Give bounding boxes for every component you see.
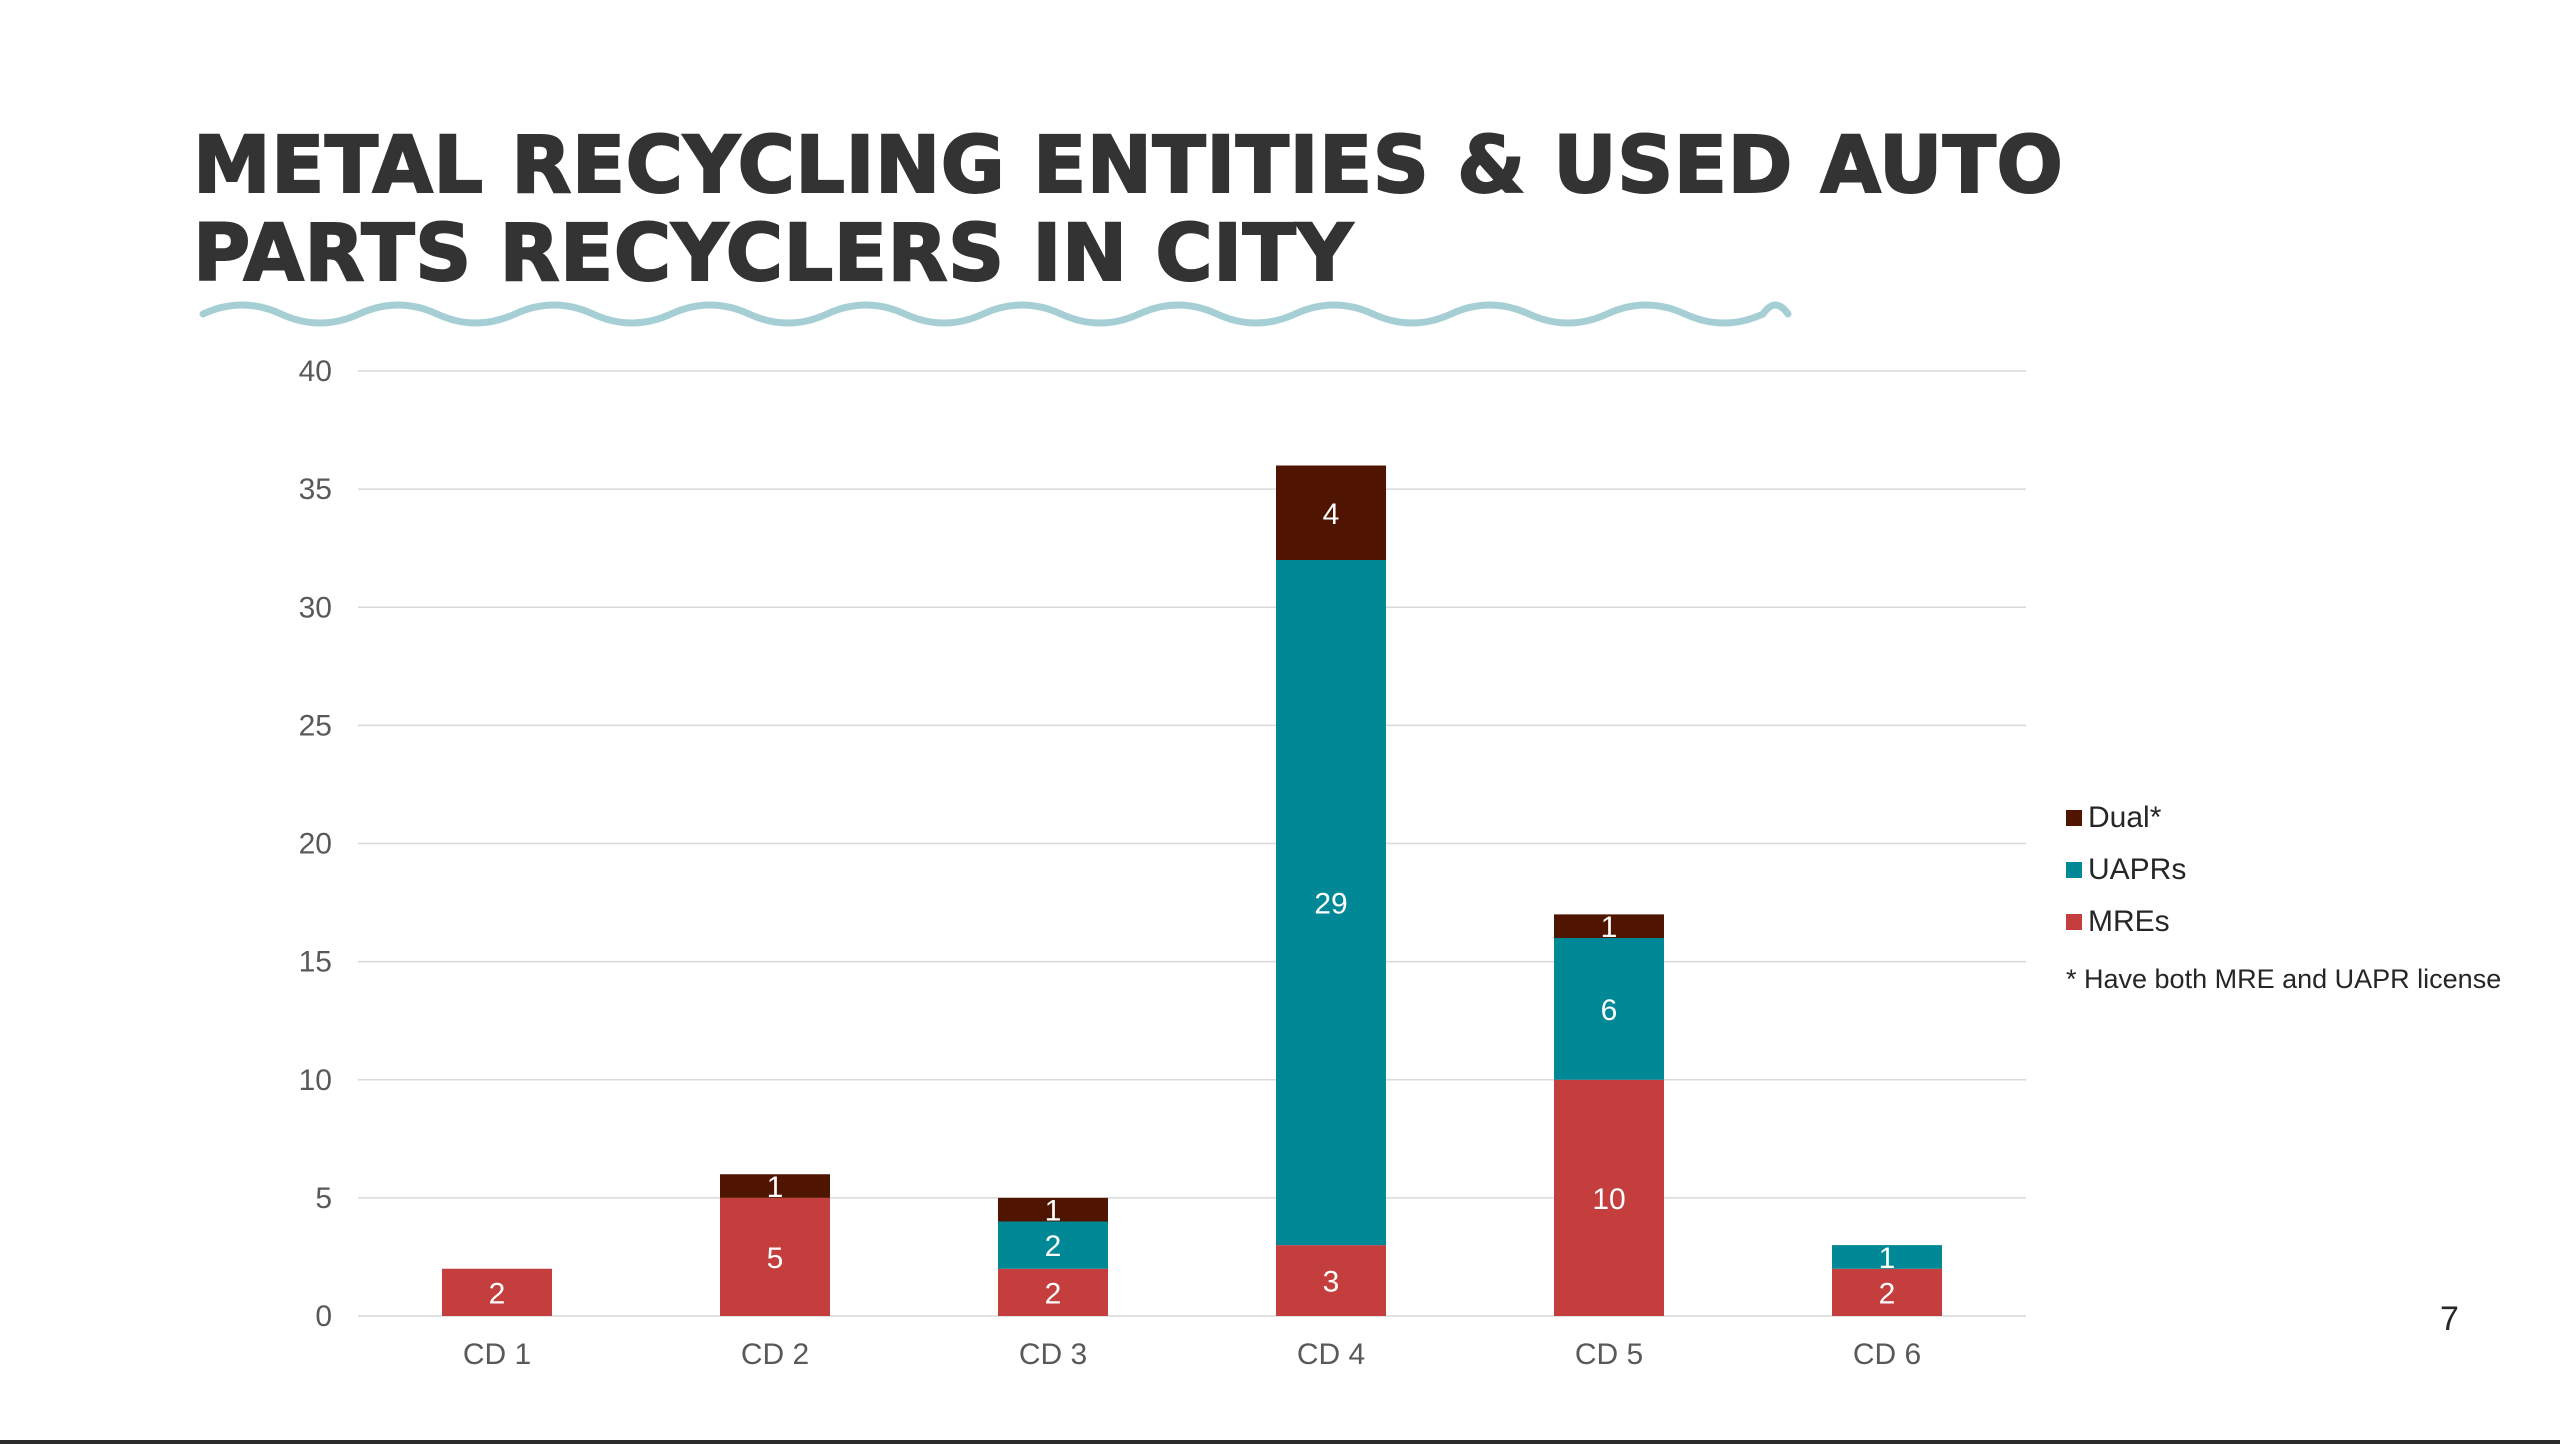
data-label: 2 xyxy=(1879,1277,1896,1310)
data-label: 2 xyxy=(1045,1277,1062,1310)
legend-label: MREs xyxy=(2088,905,2170,938)
bar-segment xyxy=(720,1197,830,1316)
bar-segment xyxy=(1276,560,1386,1246)
x-tick-label: CD 3 xyxy=(1019,1338,1087,1371)
bar-segment xyxy=(1276,1245,1386,1316)
legend-swatch xyxy=(2066,810,2082,826)
data-label: 1 xyxy=(767,1171,784,1204)
bar-segment xyxy=(1554,914,1664,938)
y-tick-label: 35 xyxy=(299,473,332,506)
legend-item: MREs xyxy=(2066,896,2186,948)
x-tick-label: CD 4 xyxy=(1297,1338,1365,1371)
slide-title: METAL RECYCLING ENTITIES & USED AUTO PAR… xyxy=(192,121,2293,299)
chart-legend: Dual* UAPRs MREs xyxy=(2066,792,2186,948)
bar-segment xyxy=(1276,465,1386,560)
y-tick-label: 10 xyxy=(299,1064,332,1097)
data-label: 6 xyxy=(1601,994,1618,1027)
bar-segment xyxy=(998,1268,1108,1316)
x-tick-label: CD 1 xyxy=(463,1338,531,1371)
y-tick-label: 30 xyxy=(299,591,332,624)
wave-line xyxy=(199,301,1792,327)
legend-swatch xyxy=(2066,914,2082,930)
bar-segment xyxy=(1554,938,1664,1080)
legend-label: Dual* xyxy=(2088,801,2162,834)
x-tick-label: CD 6 xyxy=(1853,1338,1921,1371)
y-tick-label: 15 xyxy=(299,946,332,979)
page-number: 7 xyxy=(2440,1300,2459,1338)
data-label: 5 xyxy=(767,1242,784,1275)
data-label: 10 xyxy=(1592,1183,1625,1216)
x-tick-label: CD 5 xyxy=(1575,1338,1643,1371)
bar-segment xyxy=(1554,1079,1664,1316)
x-tick-label: CD 2 xyxy=(741,1338,809,1371)
slide-bottom-border xyxy=(0,1440,2560,1444)
bar-segment xyxy=(1832,1268,1942,1316)
y-tick-label: 20 xyxy=(299,828,332,861)
data-label: 1 xyxy=(1045,1195,1062,1228)
legend-item: Dual* xyxy=(2066,792,2186,844)
legend-item: UAPRs xyxy=(2066,844,2186,896)
y-tick-label: 5 xyxy=(315,1182,332,1215)
decorative-wave xyxy=(199,301,1792,327)
data-label: 4 xyxy=(1323,498,1340,531)
bar-segment xyxy=(998,1221,1108,1269)
bar-segment xyxy=(998,1197,1108,1222)
title-line-2: PARTS RECYCLERS IN CITY xyxy=(192,209,1354,299)
legend-footnote: * Have both MRE and UAPR license xyxy=(2066,964,2502,994)
bar-segment xyxy=(720,1174,830,1198)
y-tick-label: 0 xyxy=(315,1300,332,1333)
data-label: 3 xyxy=(1323,1266,1340,1299)
data-label: 2 xyxy=(489,1277,506,1310)
y-tick-label: 25 xyxy=(299,709,332,742)
legend-swatch xyxy=(2066,862,2082,878)
y-tick-label: 40 xyxy=(299,355,332,388)
bar-segment xyxy=(1832,1245,1942,1269)
data-label: 2 xyxy=(1045,1230,1062,1263)
data-label: 29 xyxy=(1314,888,1347,921)
data-label: 1 xyxy=(1879,1242,1896,1275)
legend-label: UAPRs xyxy=(2088,853,2187,886)
title-line-1: METAL RECYCLING ENTITIES & USED AUTO xyxy=(192,121,2064,211)
bar-segment xyxy=(442,1268,552,1316)
data-label: 1 xyxy=(1601,911,1618,944)
